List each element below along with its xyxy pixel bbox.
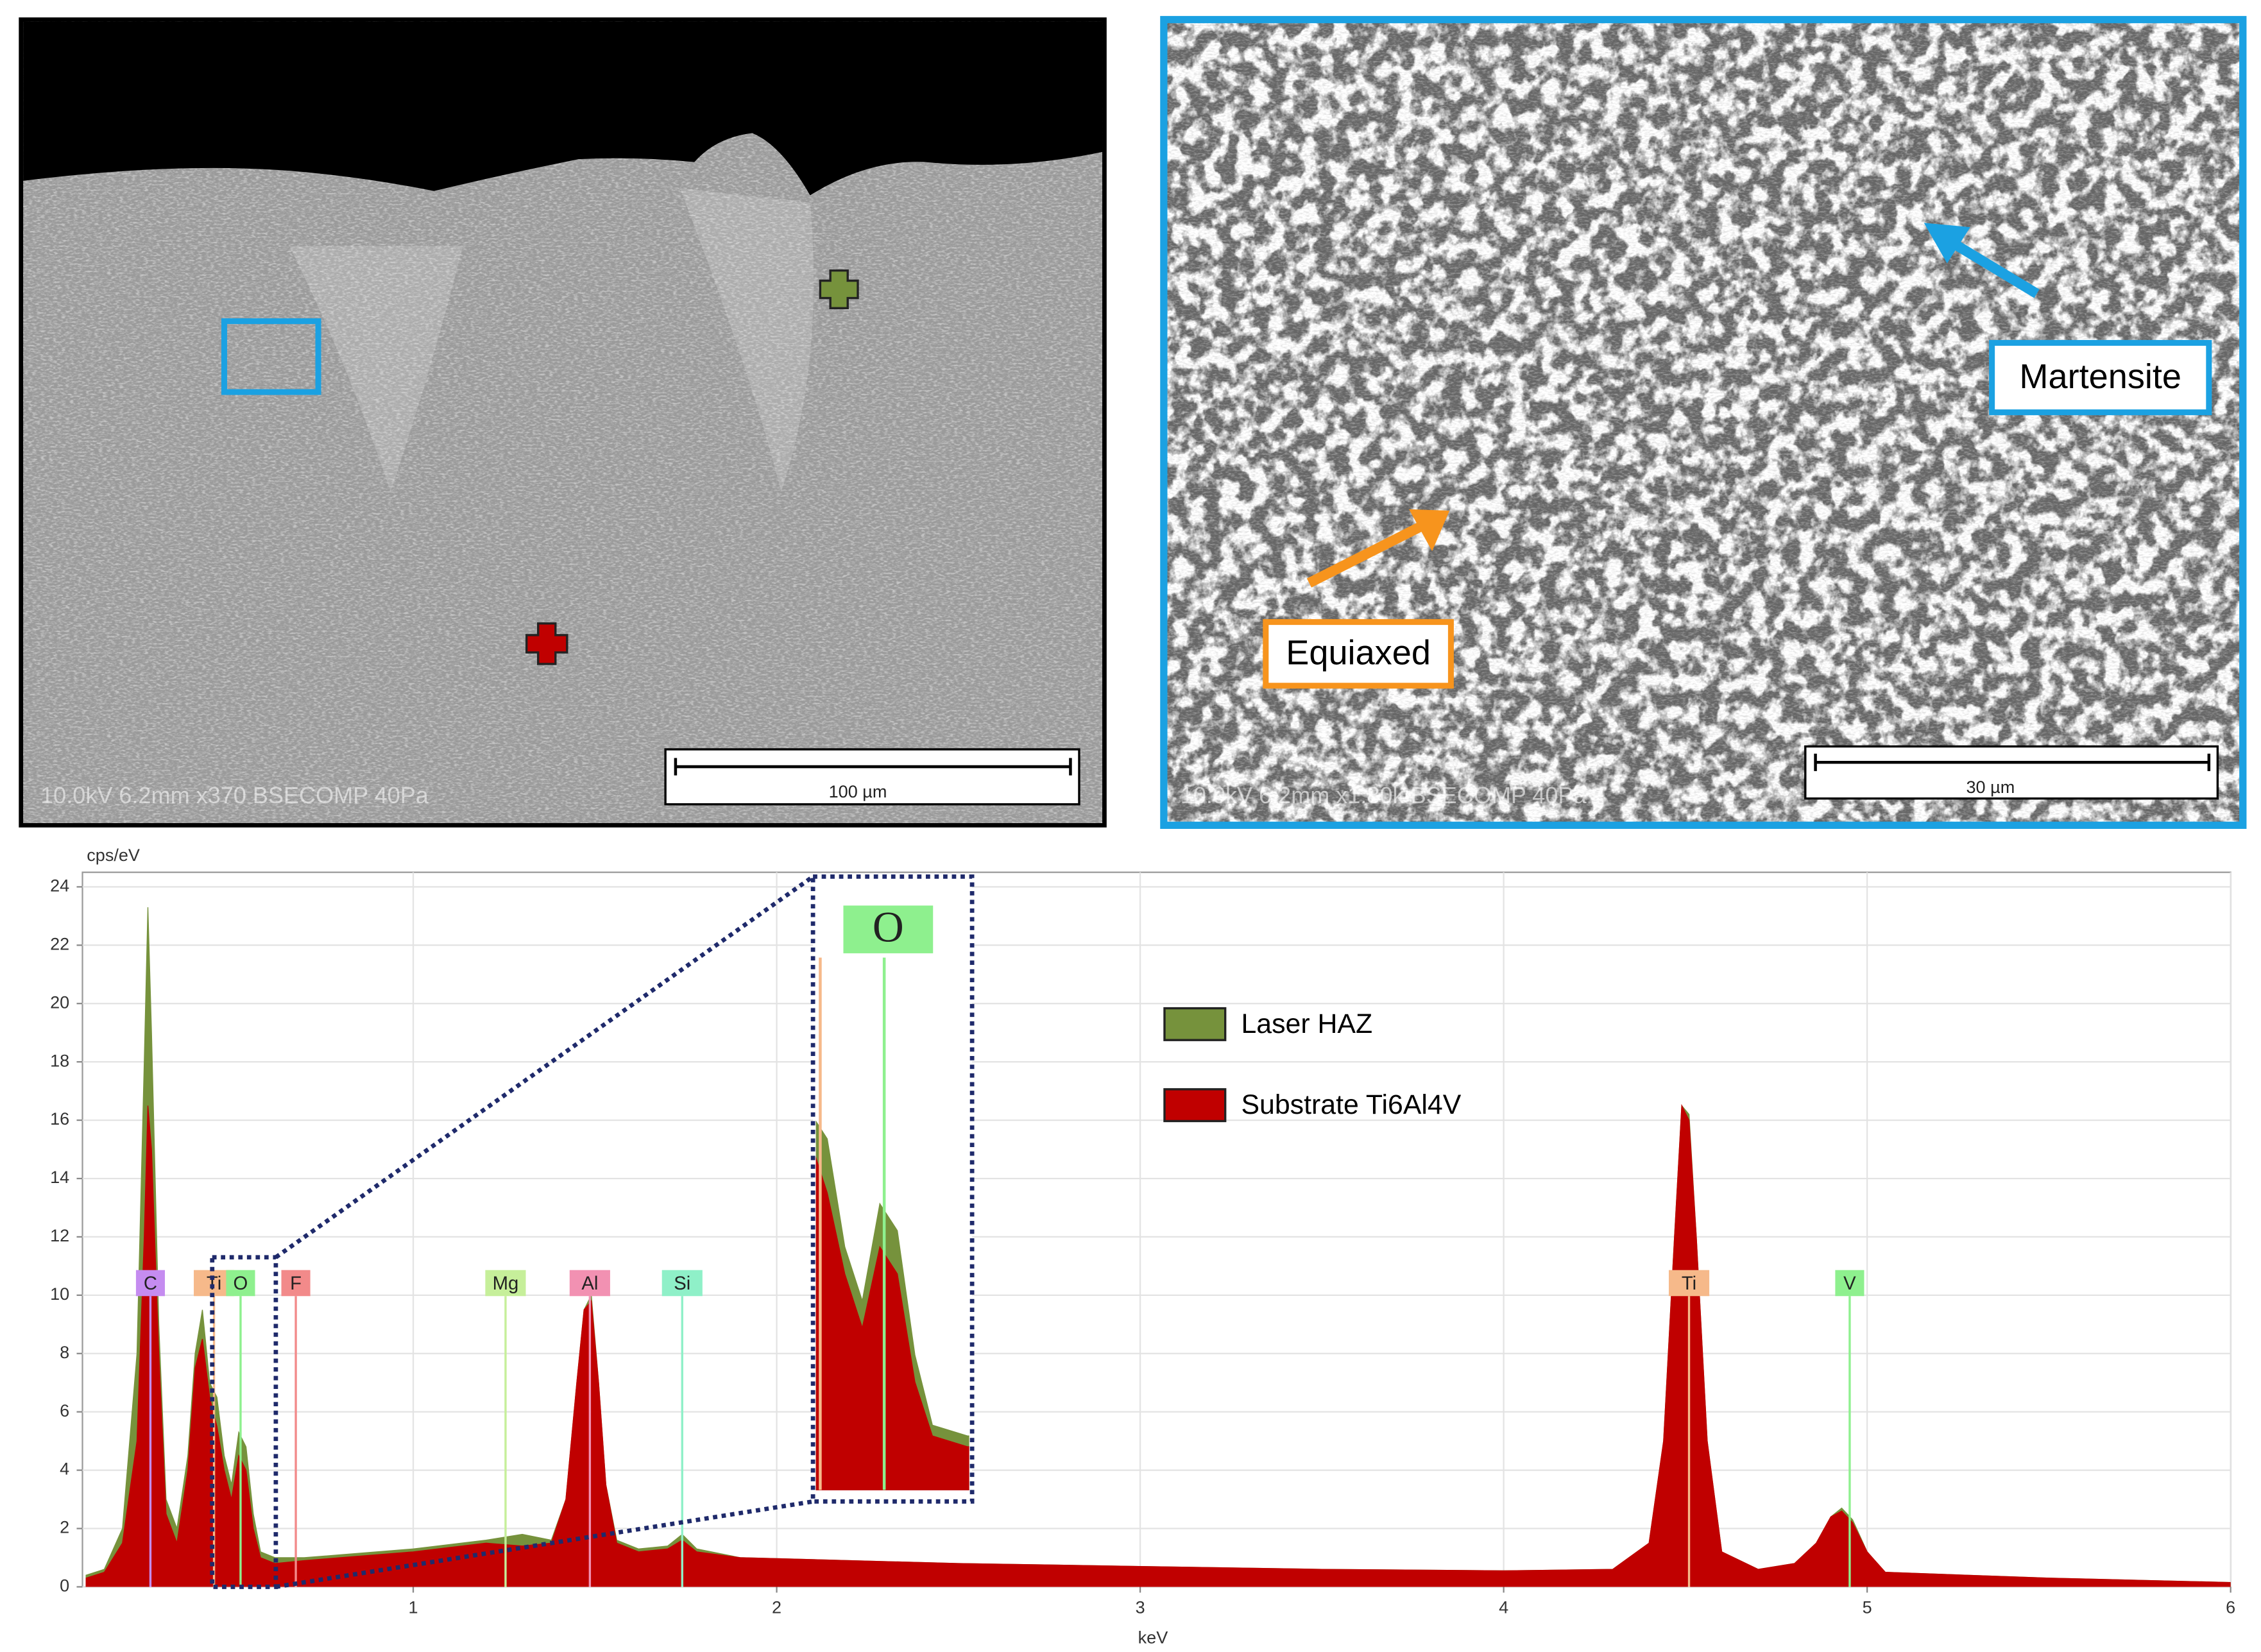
legend-label: Laser HAZ	[1241, 1009, 1372, 1039]
peak-tag	[569, 1270, 610, 1297]
y-tick-label: 16	[50, 1109, 69, 1128]
x-tick-label: 3	[1136, 1597, 1145, 1617]
image-texture	[1166, 21, 2241, 823]
y-tick-label: 6	[60, 1401, 69, 1420]
peak-tag	[485, 1270, 526, 1297]
peak-tag	[226, 1270, 255, 1297]
image-background	[23, 21, 1103, 196]
melt-pool	[289, 188, 814, 492]
peak-label: Ti	[1682, 1273, 1696, 1294]
peak-tag	[281, 1270, 311, 1297]
spectrum	[85, 907, 2231, 1587]
x-tick-label: 1	[409, 1597, 418, 1617]
sem-image-left: 100 µm 10.0kV 6.2mm x370 BSECOMP 40Pa	[19, 17, 1107, 828]
annotation: Martensite	[2019, 357, 2181, 396]
sem-image-right: 30 µm 10.0kV 6.2mm x1.80k BSECOMP 40Pa M…	[1160, 15, 2247, 830]
peak-label: O	[234, 1273, 248, 1294]
peak-tag	[1835, 1270, 1864, 1297]
annotation-box	[1989, 339, 2212, 416]
peak-label: F	[290, 1273, 302, 1294]
zoom-inset-frame	[810, 874, 975, 1504]
scale-bar-label: 100 µm	[829, 782, 887, 801]
zoom-connector	[275, 1499, 814, 1589]
zoom-label: O	[873, 903, 904, 951]
spectrum-area	[85, 1103, 2231, 1587]
scale-bar-box	[664, 748, 1080, 806]
y-tick-label: 12	[50, 1226, 69, 1245]
zoom-inset	[815, 957, 969, 1491]
spectrum-area	[815, 1156, 969, 1491]
plot-area	[81, 871, 2231, 1588]
arrow	[1306, 522, 1423, 588]
image-frame	[1160, 15, 2247, 830]
peak-label: Si	[674, 1273, 690, 1294]
x-tick-label: 6	[2226, 1597, 2235, 1617]
zoom-connector	[274, 874, 815, 1259]
y-tick-label: 24	[50, 876, 69, 896]
zoom-source-box	[210, 1255, 278, 1589]
point-marker-haz	[819, 269, 859, 310]
x-tick-label: 2	[772, 1597, 781, 1617]
y-tick-label: 0	[60, 1576, 69, 1596]
peak-label: Al	[581, 1273, 598, 1294]
peak-label: Mg	[493, 1273, 519, 1294]
x-tick-label: 4	[1499, 1597, 1508, 1617]
scale-bar-box	[1804, 745, 2219, 800]
y-tick-label: 4	[60, 1460, 69, 1479]
scale-bar-label: 30 µm	[1967, 778, 2015, 797]
y-tick-label: 20	[50, 992, 69, 1012]
arrow-head	[1409, 509, 1450, 552]
y-tick-label: 22	[50, 934, 69, 953]
y-tick-label: 18	[50, 1051, 69, 1070]
zoom-tag	[843, 905, 934, 953]
point-marker-substrate	[525, 622, 568, 665]
x-axis-label: keV	[1138, 1628, 1168, 1648]
y-tick-label: 8	[60, 1343, 69, 1362]
scale-bar	[674, 758, 1072, 776]
peak-label: C	[144, 1273, 157, 1294]
arrow-head	[1924, 223, 1970, 264]
roi-box	[221, 318, 321, 395]
legend-swatch	[1163, 1007, 1227, 1041]
y-tick-label: 2	[60, 1518, 69, 1537]
scale-bar	[1814, 753, 2211, 771]
y-tick-label: 14	[50, 1168, 69, 1187]
image-caption: 10.0kV 6.2mm x370 BSECOMP 40Pa	[40, 782, 429, 808]
annotation: Equiaxed	[1286, 634, 1431, 672]
y-tick-label: 10	[50, 1284, 69, 1304]
peak-tag	[135, 1270, 166, 1297]
peak-tag	[1668, 1270, 1710, 1297]
annotation-box	[1263, 619, 1454, 689]
image-caption: 10.0kV 6.2mm x1.80k BSECOMP 40Pa	[1181, 782, 1587, 808]
legend-label: Substrate Ti6Al4V	[1241, 1089, 1461, 1120]
x-tick-label: 5	[1863, 1597, 1872, 1617]
peak-label: V	[1843, 1273, 1856, 1294]
peak-tag	[661, 1270, 703, 1297]
legend-swatch	[1163, 1088, 1227, 1123]
arrow	[1950, 239, 2040, 298]
y-axis-label: cps/eV	[87, 846, 140, 865]
